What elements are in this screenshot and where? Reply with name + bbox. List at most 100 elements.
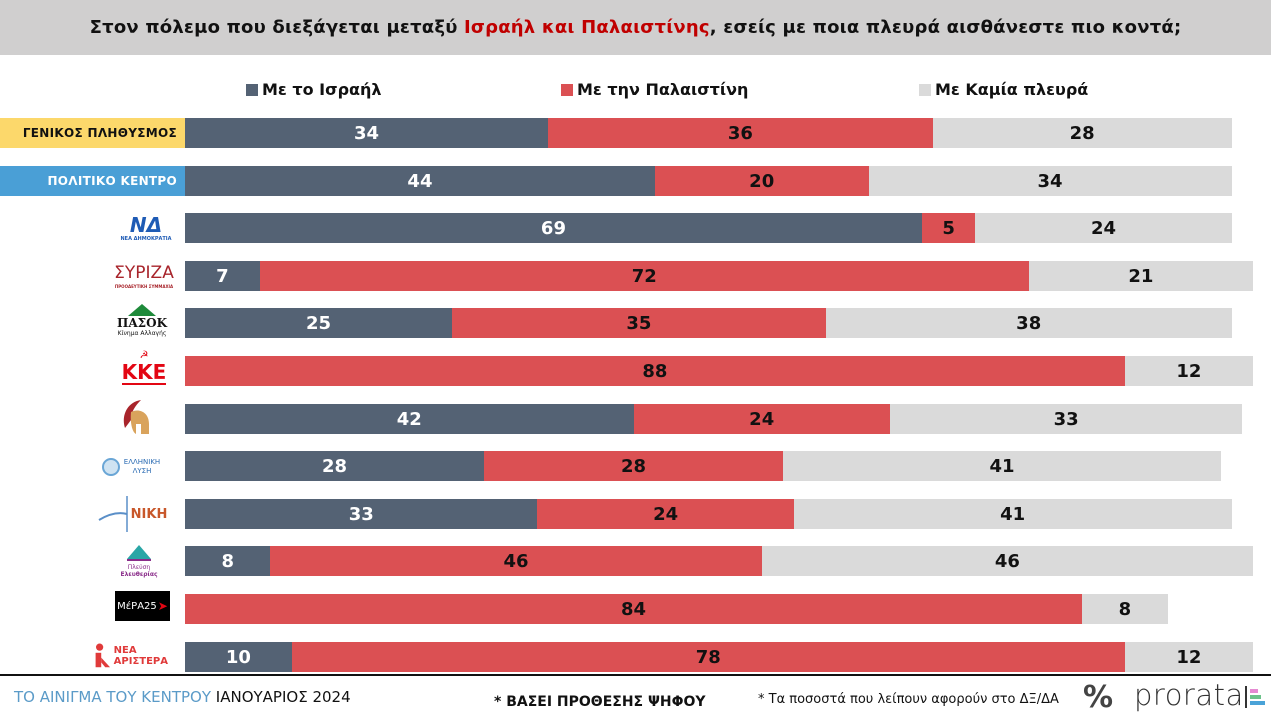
bar-segment-palestine: 35: [452, 308, 826, 338]
kke-logo: ☭ ΚΚΕ: [121, 348, 167, 386]
bar-value-label: 10: [225, 646, 251, 668]
nd-logo-main: ΝΔ: [129, 213, 163, 237]
bar-value-label: 41: [989, 455, 1015, 477]
spartans-logo: [118, 398, 154, 438]
legend-swatch-none: [919, 83, 931, 96]
bar-value-label: 8: [221, 550, 234, 572]
survey-date: ΙΑΝΟΥΑΡΙΟΣ 2024: [211, 688, 351, 706]
chart-title: Στον πόλεμο που διεξάγεται μεταξύ Ισραήλ…: [90, 17, 1182, 38]
bar-value-label: 24: [1090, 217, 1116, 239]
legend-item-palestine: Με την Παλαιστίνη: [561, 80, 748, 99]
bar-segment-palestine: 20: [654, 166, 869, 196]
bar-value-label: 12: [1176, 360, 1202, 382]
row-label-general: ΓΕΝΙΚΟΣ ΠΛΗΘΥΣΜΟΣ: [0, 118, 185, 148]
bar-segment-israel: 42: [185, 404, 634, 434]
legend-item-none: Με Καμία πλευρά: [919, 80, 1088, 99]
nd-logo: ΝΔ ΝΕΑ ΔΗΜΟΚΡΑΤΙΑ: [118, 208, 174, 248]
bar-segment-none: 8: [1082, 594, 1168, 624]
bar-segment-none: 41: [783, 451, 1221, 481]
bar-value-label: 7: [216, 265, 229, 287]
pasok-logo-main: ΠΑΣΟΚ: [116, 316, 167, 330]
mera25-logo-main: ΜέΡΑ25: [117, 600, 157, 612]
prorata-logo: prorata: [1134, 678, 1244, 712]
bar-value-label: 24: [653, 503, 679, 525]
plefsi-logo-main: Πλεύση: [127, 564, 151, 571]
niki-propeller-icon: [98, 496, 128, 532]
survey-title: ΤΟ ΑΙΝΙΓΜΑ ΤΟΥ ΚΕΝΤΡΟΥ ΙΑΝΟΥΑΡΙΟΣ 2024: [14, 688, 351, 706]
title-part-2: , εσείς με ποια πλευρά αισθάνεστε πιο κο…: [709, 17, 1182, 38]
bar-segment-none: 28: [932, 118, 1232, 148]
bar-segment-none: 41: [793, 499, 1232, 529]
legend-label-palestine: Με την Παλαιστίνη: [577, 80, 749, 99]
nd-logo-sub: ΝΕΑ ΔΗΜΟΚΡΑΤΙΑ: [120, 236, 172, 242]
bar-value-label: 25: [305, 312, 332, 334]
bar-value-label: 44: [407, 170, 433, 192]
bar-segment-none: 46: [761, 546, 1253, 576]
pasok-sun-icon: [128, 304, 156, 316]
compass-icon: [101, 458, 120, 476]
pasok-logo-sub: Κίνημα Αλλαγής: [117, 330, 167, 337]
niki-logo: ΝΙΚΗ: [92, 494, 172, 534]
bar-segment-none: 33: [889, 404, 1243, 434]
bar-value-label: 42: [396, 408, 422, 430]
elliniki-lysi-logo: ΕΛΛΗΝΙΚΗ ΛΥΣΗ: [95, 452, 167, 482]
swallow-icon: ➤: [157, 599, 168, 613]
bar-value-label: 21: [1128, 265, 1154, 287]
bar-segment-none: 24: [975, 213, 1232, 243]
bar-segment-palestine: 84: [185, 594, 1083, 624]
bar-segment-none: 21: [1028, 261, 1253, 291]
bar-value-label: 69: [540, 217, 566, 239]
legend-item-israel: Με το Ισραήλ: [246, 80, 382, 99]
bar-segment-none: 34: [868, 166, 1232, 196]
footer-divider: [0, 674, 1271, 676]
nea-aristera-figure-icon: [95, 643, 111, 668]
syriza-logo-sub: ΠΡΟΟΔΕΥΤΙΚΗ ΣΥΜΜΑΧΙΑ: [114, 284, 174, 289]
bar-segment-palestine: 72: [259, 261, 1029, 291]
bar-segment-israel: 28: [185, 451, 485, 481]
legend-swatch-israel: [246, 83, 258, 96]
row-label-center: ΠΟΛΙΤΙΚΟ ΚΕΝΤΡΟ: [0, 166, 185, 196]
bar-value-label: 28: [1069, 122, 1095, 144]
syriza-logo: ΣΥΡΙΖΑ ΠΡΟΟΔΕΥΤΙΚΗ ΣΥΜΜΑΧΙΑ: [112, 256, 176, 296]
bar-value-label: 33: [348, 503, 374, 525]
bar-segment-palestine: 78: [291, 642, 1125, 672]
percent-logo-icon: %: [1083, 680, 1114, 715]
bar-value-label: 41: [1000, 503, 1026, 525]
nea-aristera-logo-sub: ΑΡΙΣΤΕΡΑ: [113, 656, 168, 667]
nea-aristera-logo: ΝΕΑ ΑΡΙΣΤΕΡΑ: [94, 639, 168, 673]
bar-segment-none: 12: [1124, 356, 1253, 386]
bar-segment-none: 38: [825, 308, 1232, 338]
bar-segment-palestine: 46: [270, 546, 762, 576]
hammer-sickle-icon: ☭: [139, 349, 149, 361]
mera25-logo: ΜέΡΑ25 ➤: [115, 591, 170, 621]
plefsi-logo: Πλεύση Ελευθερίας: [116, 540, 162, 584]
missing-percent-note: * Τα ποσοστά που λείπουν αφορούν στο ΔΞ/…: [758, 692, 1059, 707]
bar-segment-israel: 44: [185, 166, 655, 196]
survey-title-blue: ΤΟ ΑΙΝΙΓΜΑ ΤΟΥ ΚΕΝΤΡΟΥ: [14, 688, 212, 706]
bar-value-label: 78: [695, 646, 721, 668]
bar-value-label: 88: [642, 360, 668, 382]
bar-value-label: 12: [1176, 646, 1202, 668]
bar-segment-palestine: 28: [484, 451, 784, 481]
bar-value-label: 84: [621, 598, 647, 620]
spartan-helmet-icon: [123, 400, 149, 434]
prorata-bars-icon: [1245, 686, 1265, 708]
bar-segment-palestine: 36: [548, 118, 933, 148]
plefsi-divider: [127, 559, 151, 561]
bar-value-label: 20: [749, 170, 775, 192]
legend: Με το Ισραήλ Με την Παλαιστίνη Με Καμία …: [0, 80, 1271, 102]
bar-value-label: 28: [321, 455, 348, 477]
bar-segment-israel: 8: [185, 546, 271, 576]
bar-segment-israel: 10: [185, 642, 292, 672]
bar-value-label: 24: [749, 408, 775, 430]
bar-segment-israel: 7: [185, 261, 260, 291]
bar-value-label: 72: [631, 265, 657, 287]
bar-value-label: 28: [621, 455, 647, 477]
bar-segment-palestine: 5: [921, 213, 976, 243]
bar-segment-israel: 34: [185, 118, 549, 148]
bar-value-label: 34: [1037, 170, 1063, 192]
title-part-1: Στον πόλεμο που διεξάγεται μεταξύ: [89, 17, 465, 38]
bar-value-label: 33: [1053, 408, 1079, 430]
syriza-logo-main: ΣΥΡΙΖΑ: [114, 263, 174, 283]
bar-value-label: 35: [626, 312, 652, 334]
